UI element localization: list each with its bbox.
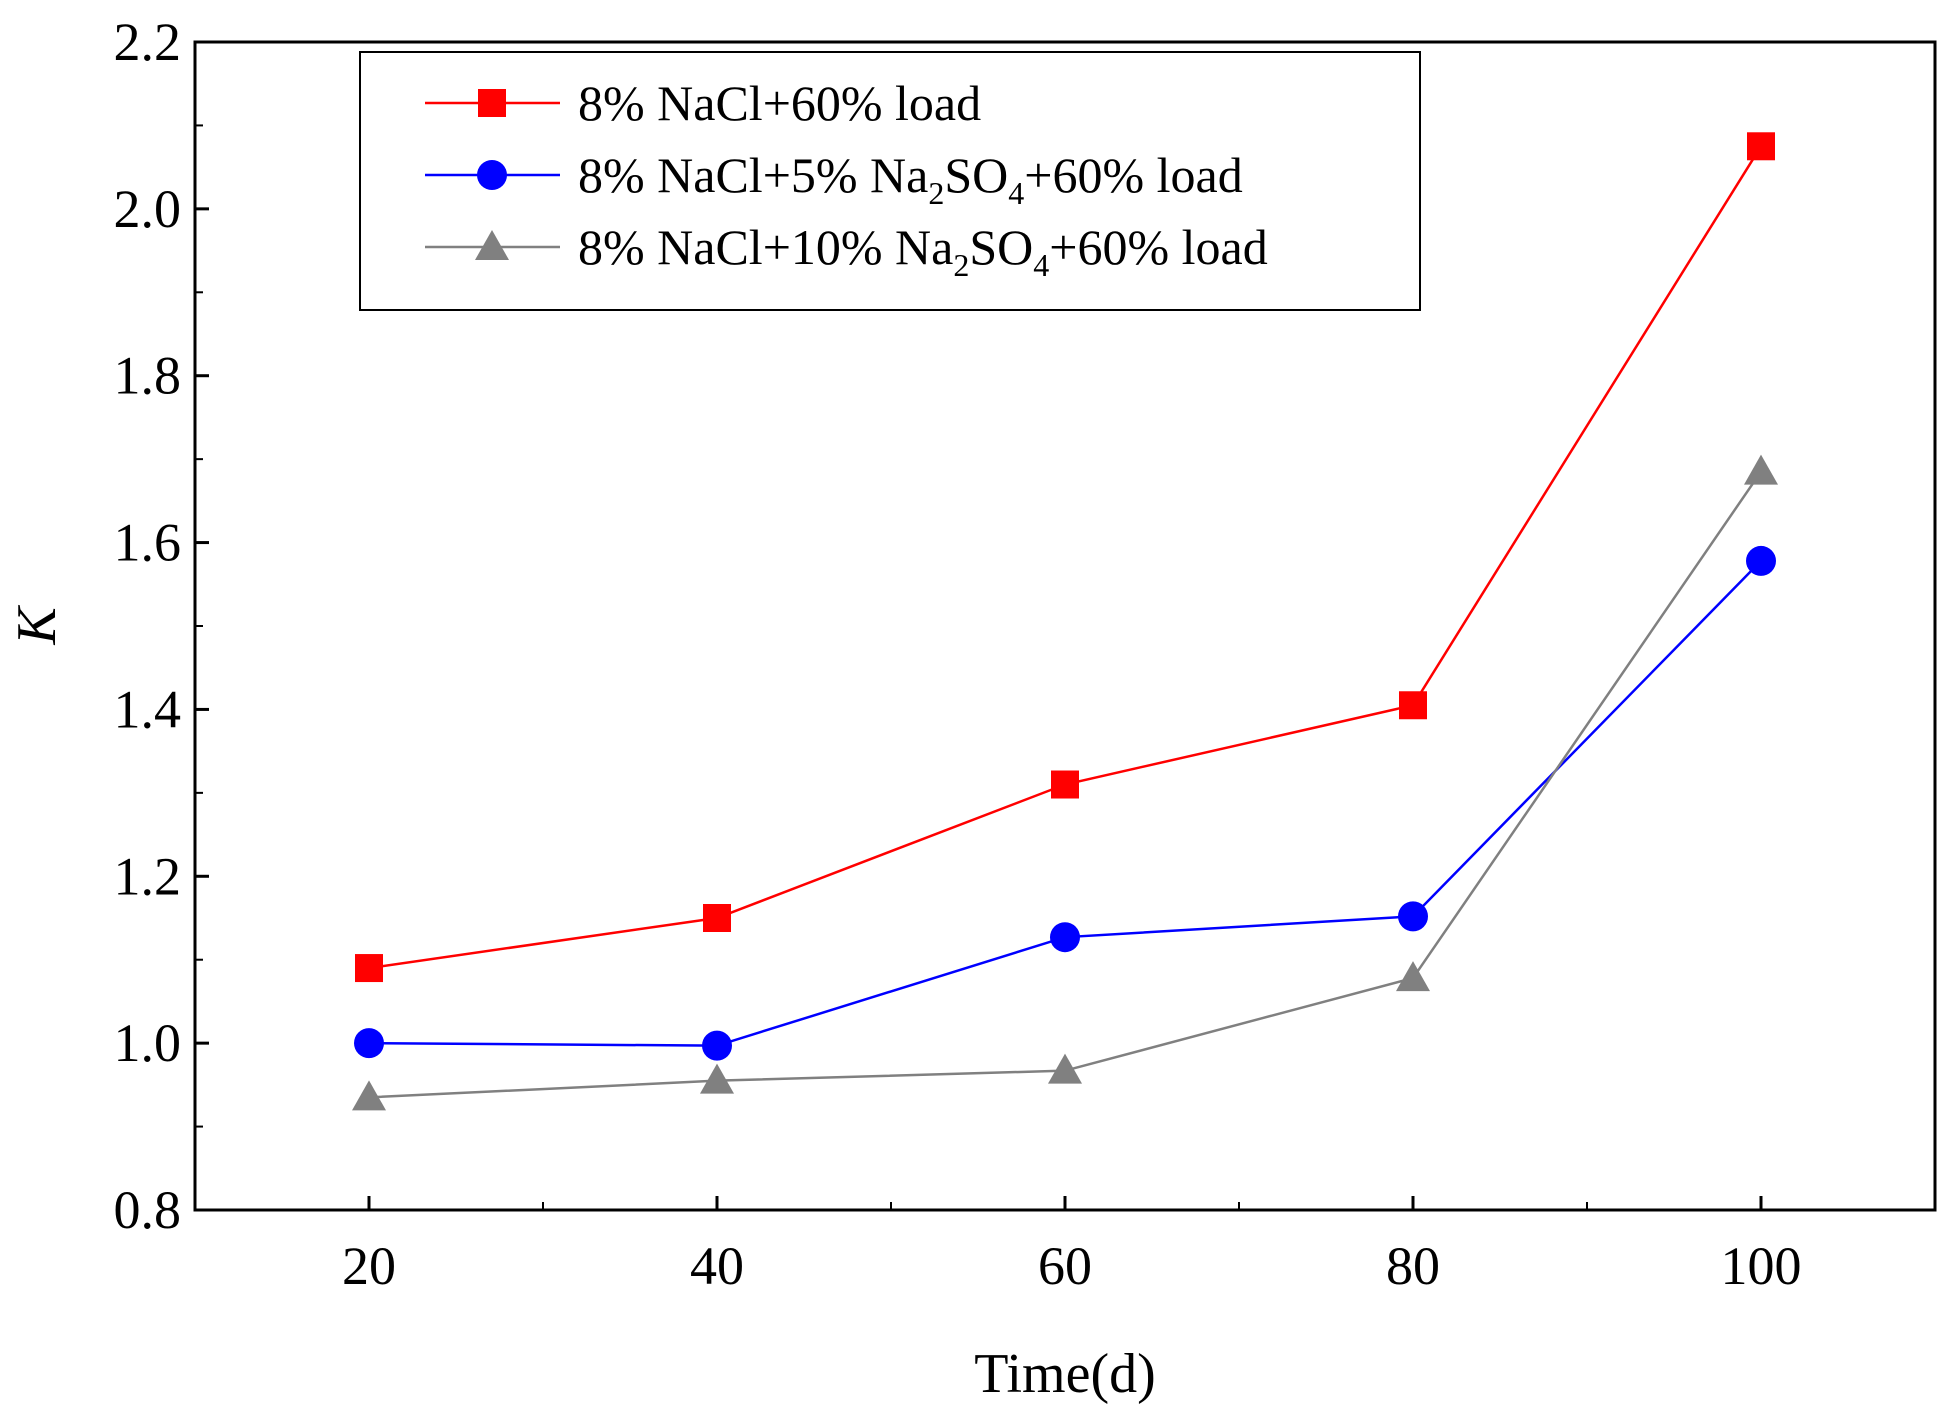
y-tick-label: 1.4 [114, 679, 182, 739]
y-tick-label: 1.8 [114, 346, 182, 406]
series-3 [352, 454, 1778, 1111]
legend-label: 8% NaCl+5% Na2SO4+60% load [578, 147, 1243, 211]
series-1 [355, 132, 1775, 983]
legend-text-part: 8% NaCl+5% Na [578, 147, 928, 203]
data-point-triangle [1048, 1053, 1082, 1084]
data-point-circle [1398, 901, 1428, 932]
legend-text-part: 8% NaCl+10% Na [578, 219, 953, 275]
y-tick-label: 1.0 [114, 1013, 182, 1073]
y-tick-label: 1.2 [114, 846, 182, 906]
legend-marker-square [478, 89, 506, 117]
y-tick-label: 2.0 [114, 179, 182, 239]
legend-subscript: 2 [953, 247, 969, 283]
legend-item-1: 8% NaCl+60% load [425, 75, 981, 131]
data-point-circle [1746, 545, 1776, 576]
data-point-circle [354, 1028, 384, 1059]
legend-box [359, 51, 1421, 311]
x-tick-label: 100 [1721, 1236, 1802, 1296]
legend-item-2: 8% NaCl+5% Na2SO4+60% load [425, 147, 1243, 211]
legend-subscript: 4 [1033, 247, 1049, 283]
data-point-square [355, 954, 383, 983]
x-tick-label: 80 [1386, 1236, 1440, 1296]
data-point-triangle [352, 1080, 386, 1111]
y-tick-label: 1.6 [114, 513, 182, 573]
y-axis-title: K [6, 605, 68, 646]
x-tick-label: 60 [1038, 1236, 1092, 1296]
series-layer [352, 132, 1778, 1111]
data-point-square [1051, 770, 1079, 799]
series-line [368, 560, 1762, 1047]
data-point-triangle [1744, 454, 1778, 485]
y-tick-label: 0.8 [114, 1180, 182, 1240]
x-axis-title: Time(d) [974, 1343, 1156, 1405]
legend-marker-circle [477, 160, 507, 190]
legend-text-part: SO [969, 219, 1033, 275]
data-point-triangle [700, 1063, 734, 1094]
y-tick-label: 2.2 [114, 12, 182, 72]
legend-subscript: 4 [1008, 175, 1024, 211]
data-point-circle [702, 1030, 732, 1061]
x-axis-ticks: 20 40 60 80 100 [194, 1196, 1936, 1296]
legend-text-part: +60% load [1024, 147, 1242, 203]
x-tick-label: 40 [690, 1236, 744, 1296]
legend-subscript: 2 [928, 175, 944, 211]
legend-text-part: 8% NaCl+60% load [578, 75, 981, 131]
series-2 [354, 545, 1776, 1061]
legend-label: 8% NaCl+60% load [578, 75, 981, 131]
data-point-triangle [1396, 961, 1430, 992]
y-axis-ticks: 0.8 1.0 1.2 1.4 1.6 1.8 2.0 2.2 [114, 12, 209, 1240]
data-point-square [1399, 691, 1427, 720]
legend-label: 8% NaCl+10% Na2SO4+60% load [578, 219, 1268, 283]
legend-text-part: +60% load [1049, 219, 1267, 275]
legend-item-3: 8% NaCl+10% Na2SO4+60% load [425, 219, 1268, 283]
legend-text-part: SO [944, 147, 1008, 203]
data-point-circle [1050, 922, 1080, 953]
x-tick-label: 20 [342, 1236, 396, 1296]
data-point-square [703, 904, 731, 932]
legend-marker-triangle [475, 230, 509, 260]
data-point-square [1747, 132, 1775, 161]
